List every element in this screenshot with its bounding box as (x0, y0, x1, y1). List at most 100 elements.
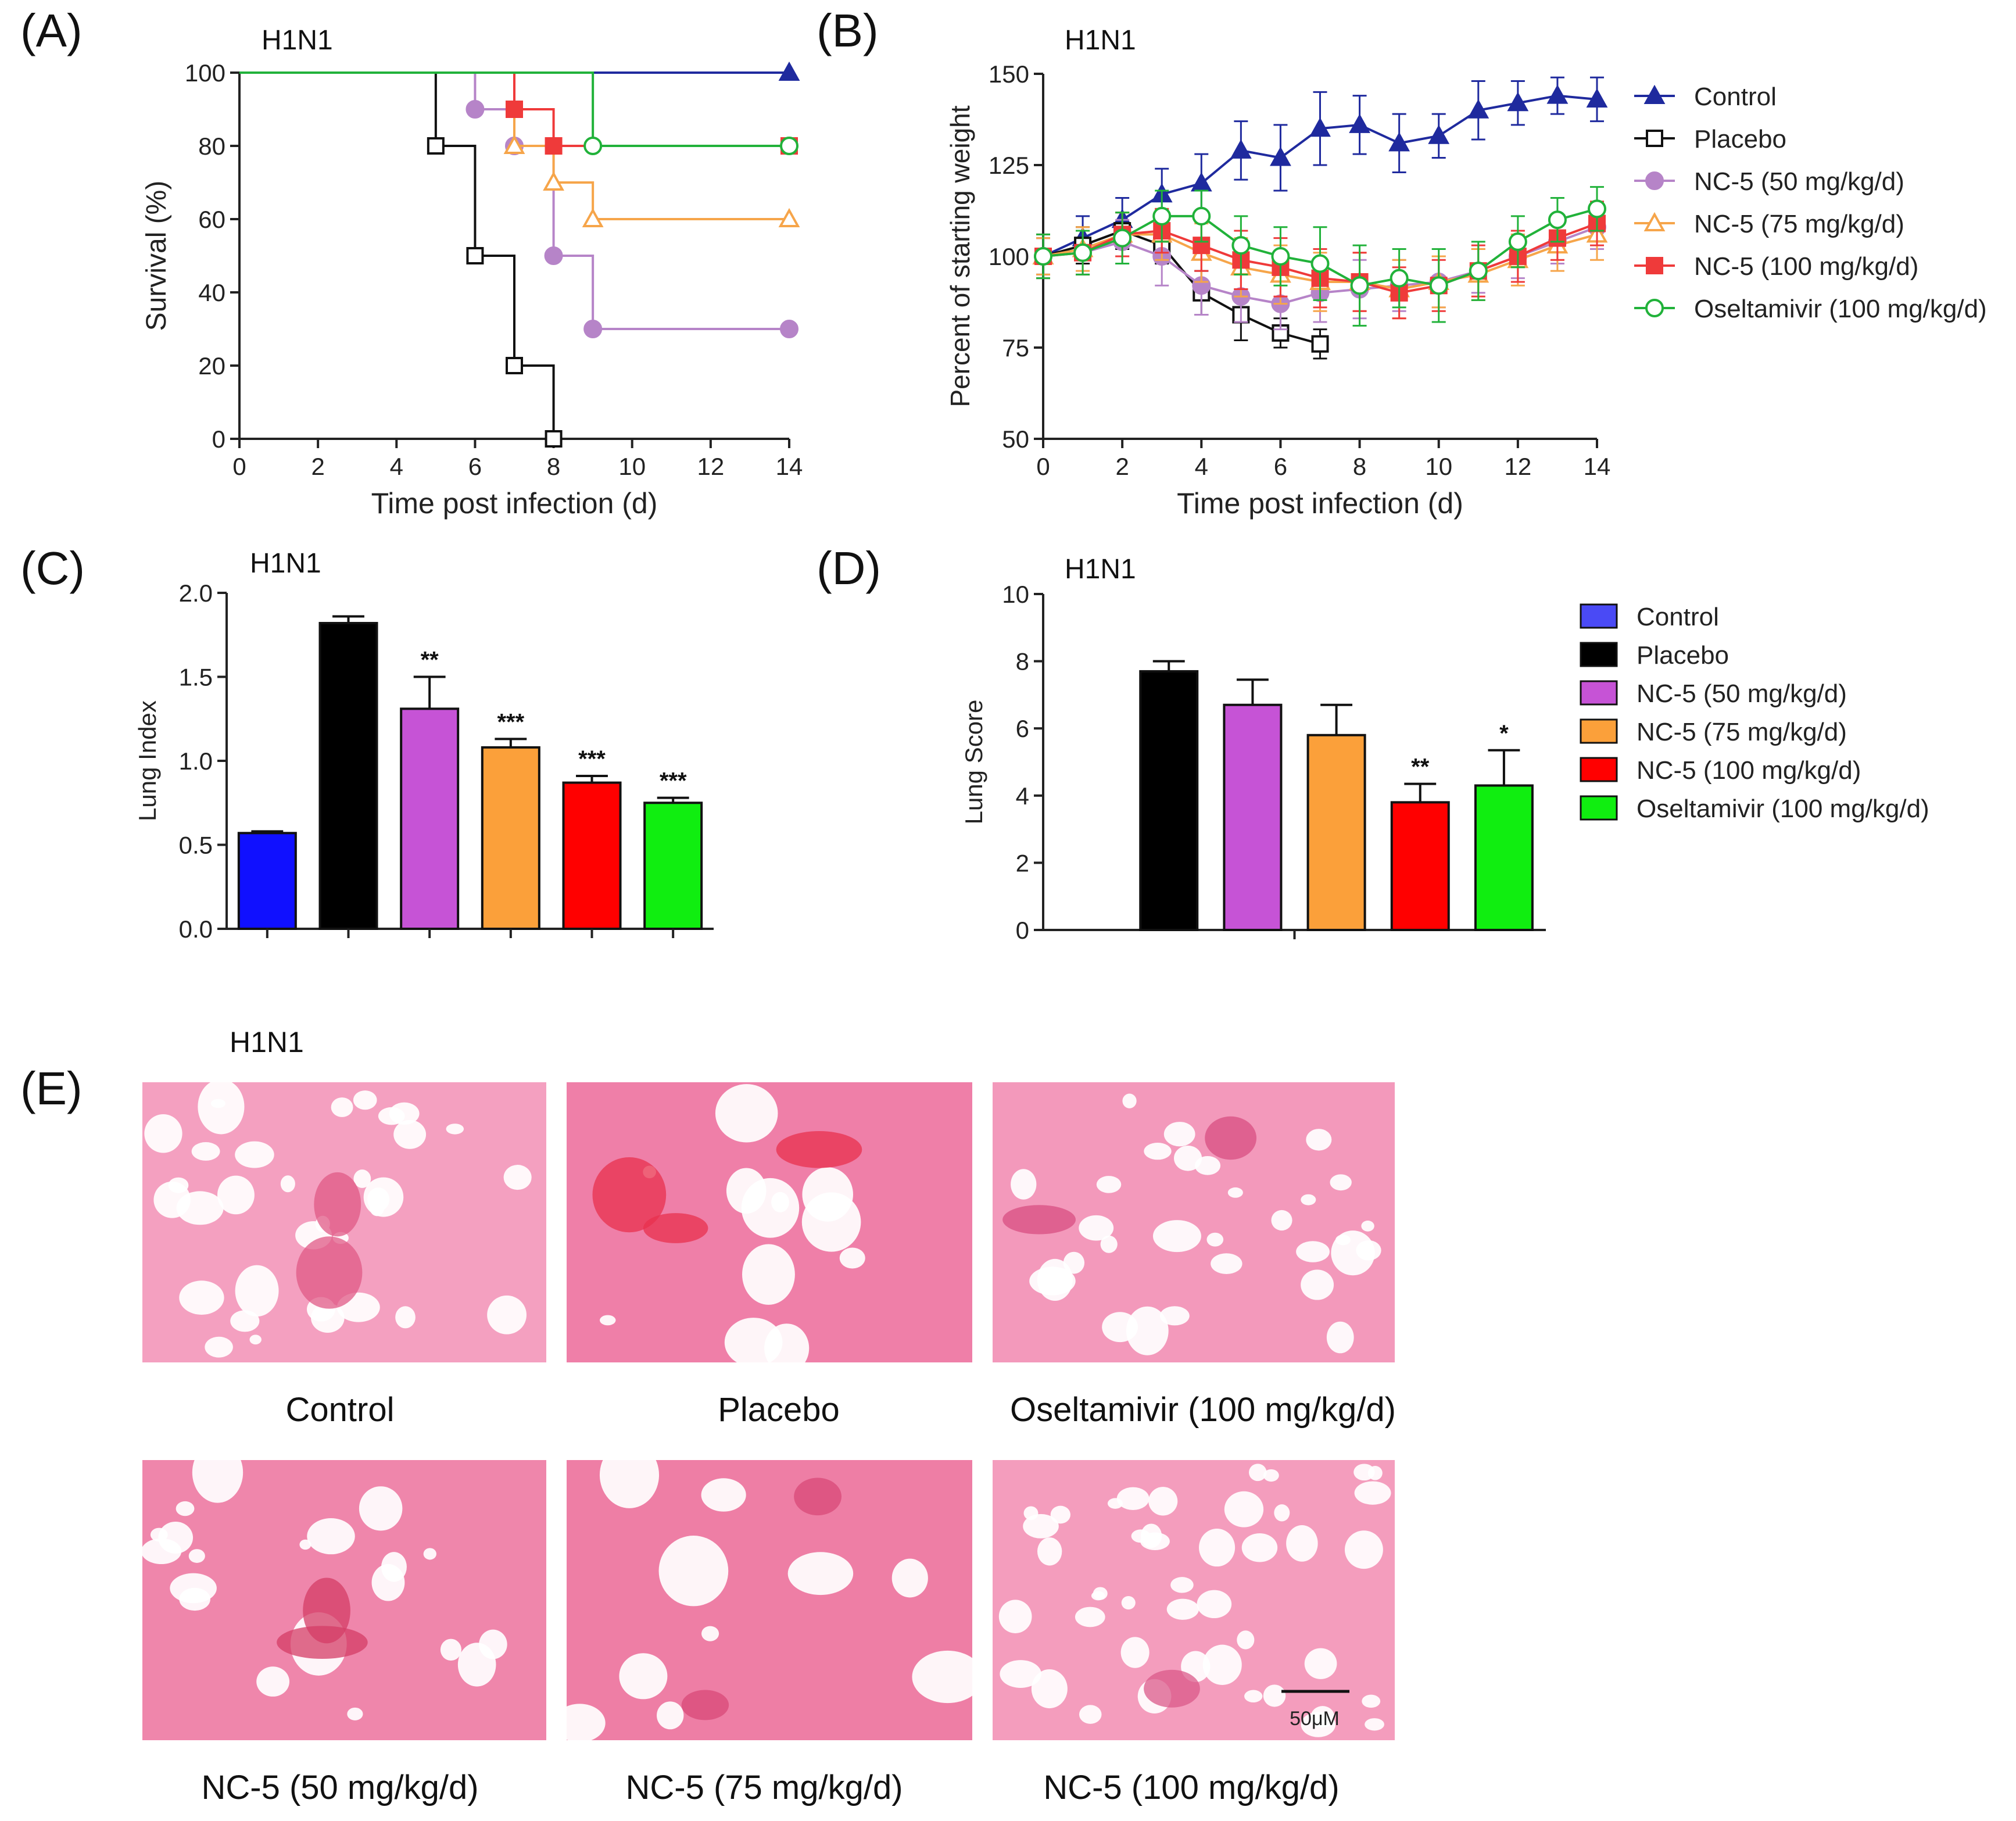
alveolar-space (1202, 1644, 1242, 1685)
alveolar-space (1356, 1240, 1381, 1261)
y-tick-label: 0.0 (179, 915, 213, 943)
legend-item: NC-5 (100 mg/kg/d) (1634, 252, 1918, 281)
y-axis-label: Survival (%) (141, 181, 172, 331)
significance-label: * (1499, 721, 1509, 746)
y-tick-label: 1.0 (179, 747, 213, 775)
data-point (545, 430, 563, 448)
alveolar-space (446, 1124, 464, 1135)
y-tick-label: 1.5 (179, 664, 213, 691)
alveolar-space (1206, 1232, 1224, 1247)
data-point (1548, 210, 1567, 230)
alveolar-space (891, 1558, 928, 1598)
alveolar-space (1194, 1156, 1221, 1175)
histology-image (142, 1079, 546, 1362)
x-axis-label: Time post infection (d) (371, 487, 658, 520)
alveolar-space (353, 1169, 371, 1188)
data-point (1310, 254, 1330, 273)
series-oseltamivir-100-mg-kg-d- (239, 71, 798, 155)
tissue-lesion (794, 1477, 842, 1516)
alveolar-space (1199, 1528, 1236, 1567)
y-tick-label: 8 (1016, 648, 1029, 675)
panel-label: (B) (817, 5, 879, 56)
alveolar-space (1263, 1684, 1286, 1707)
alveolar-space (1037, 1258, 1073, 1301)
alveolar-space (1037, 1537, 1062, 1566)
legend-item: Control (1634, 83, 1777, 111)
alveolar-space (1166, 1598, 1199, 1620)
data-point (1467, 99, 1489, 119)
alveolar-space (1326, 1321, 1354, 1354)
data-point (778, 61, 800, 81)
histology-image (567, 1082, 972, 1373)
histology-labels: Control Placebo Oseltamivir (100 mg/kg/d… (201, 1391, 1396, 1806)
alveolar-space (1365, 1718, 1384, 1731)
alveolar-space (191, 1142, 220, 1161)
y-axis-label: Lung Score (960, 700, 987, 825)
legend-swatch (1580, 642, 1618, 667)
alveolar-space (1091, 1591, 1105, 1601)
legend-item: NC-5 (100 mg/kg/d) (1580, 756, 1861, 785)
x-tick-label: 4 (1195, 453, 1208, 480)
data-point (1270, 146, 1291, 166)
data-point (1588, 199, 1606, 219)
bar-nc-5-100-mg-kg-d-: ** (1390, 754, 1450, 931)
data-point (1508, 232, 1527, 251)
legend-swatch (1580, 757, 1618, 782)
alveolar-space (1301, 1194, 1316, 1205)
data-point (1350, 276, 1369, 295)
data-point (543, 171, 564, 191)
histology-label: Control (286, 1391, 395, 1429)
alveolar-space (1197, 1590, 1232, 1619)
tissue-lesion (592, 1157, 667, 1233)
alveolar-space (1122, 1093, 1137, 1108)
alveolar-space (1362, 1694, 1381, 1708)
series-nc-5-75-mg-kg-d- (239, 71, 800, 227)
tissue-lesion (1002, 1205, 1076, 1235)
histology-label: Placebo (718, 1391, 840, 1429)
alveolar-space (205, 1336, 233, 1358)
alveolar-space (249, 1335, 262, 1345)
alveolar-space (1096, 1176, 1122, 1193)
chart-title: H1N1 (262, 25, 333, 56)
y-tick-label: 60 (198, 206, 225, 233)
bar-placebo (1139, 660, 1199, 931)
bar (562, 781, 622, 930)
panel-label: (D) (817, 542, 881, 594)
alveolar-space (1344, 1530, 1383, 1569)
legend-item: NC-5 (75 mg/kg/d) (1580, 718, 1847, 746)
x-tick-label: 10 (1425, 453, 1452, 480)
legend-swatch-marker (1643, 212, 1666, 231)
alveolar-space (1079, 1705, 1102, 1724)
alveolar-space (1126, 1306, 1169, 1355)
data-point (1231, 236, 1251, 255)
alveolar-space (347, 1707, 363, 1720)
alveolar-space (1237, 1630, 1255, 1650)
alveolar-space (802, 1167, 854, 1222)
alveolar-space (359, 1486, 403, 1531)
tissue-lesion (1144, 1669, 1200, 1708)
alveolar-space (741, 1178, 800, 1238)
alveolar-space (1120, 1637, 1150, 1668)
histology-label: NC-5 (100 mg/kg/d) (1043, 1769, 1339, 1806)
chart-title: H1N1 (250, 548, 321, 579)
panel-e-virus-label: H1N1 (230, 1026, 304, 1058)
histology-label: NC-5 (50 mg/kg/d) (201, 1769, 478, 1806)
alveolar-space (1244, 1690, 1263, 1703)
alveolar-space (1140, 1532, 1170, 1550)
series-line (239, 71, 555, 439)
y-tick-label: 125 (989, 152, 1029, 179)
alveolar-space (1330, 1174, 1352, 1191)
alveolar-space (423, 1548, 436, 1560)
x-tick-label: 14 (776, 453, 803, 480)
alveolar-space (1148, 1487, 1178, 1516)
alveolar-space (1100, 1235, 1118, 1253)
data-point (582, 207, 604, 227)
legend-item: Control (1580, 603, 1719, 631)
panel-label: (A) (20, 5, 83, 56)
x-tick-label: 14 (1584, 453, 1611, 480)
alveolar-space (299, 1539, 311, 1550)
y-tick-label: 20 (198, 352, 225, 380)
data-point (506, 101, 523, 118)
bar (481, 746, 540, 930)
tissue-lesion (1205, 1116, 1257, 1160)
